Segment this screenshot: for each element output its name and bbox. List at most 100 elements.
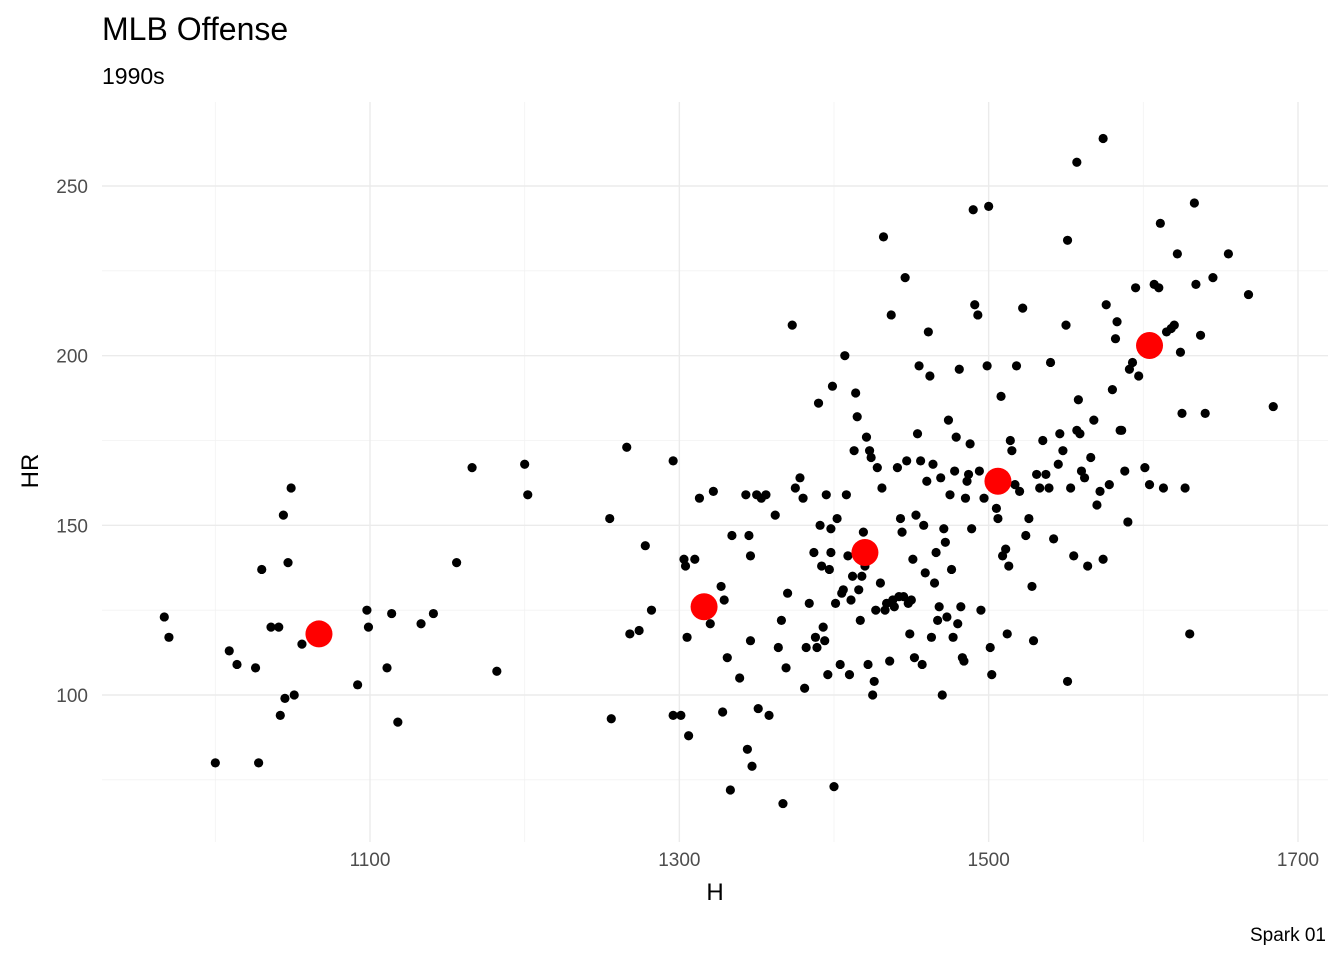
chart-title: MLB Offense (102, 11, 288, 47)
data-point (680, 561, 691, 571)
data-point (416, 619, 426, 629)
data-point (363, 622, 374, 632)
data-point (1112, 317, 1122, 327)
data-point (809, 547, 819, 558)
data-point (722, 653, 732, 663)
data-point (761, 490, 771, 500)
data-point (684, 731, 694, 741)
data-point (996, 391, 1006, 401)
data-point (900, 273, 910, 283)
data-point (778, 798, 788, 809)
data-point (892, 463, 903, 473)
data-point (984, 201, 994, 211)
data-point (275, 710, 285, 720)
data-point (954, 364, 964, 374)
data-point (987, 670, 997, 680)
data-point (829, 782, 839, 792)
data-point (1110, 334, 1121, 344)
data-point (959, 656, 969, 666)
data-point (747, 761, 757, 771)
data-point (945, 490, 955, 500)
data-point (858, 527, 868, 537)
data-point (902, 456, 912, 466)
data-point (776, 615, 787, 625)
data-point (795, 473, 805, 483)
data-point (1083, 561, 1093, 571)
data-point (970, 300, 980, 310)
data-point (1049, 534, 1059, 544)
data-point (925, 371, 935, 381)
data-point (1104, 480, 1114, 490)
centroid-point (305, 620, 333, 648)
data-point (467, 463, 477, 473)
data-point (1086, 452, 1096, 463)
data-point (745, 636, 756, 646)
x-tick-label: 1300 (658, 850, 700, 871)
data-point (716, 581, 726, 592)
data-point (1002, 629, 1012, 639)
data-point (852, 412, 862, 422)
data-point (926, 632, 937, 642)
data-point (1075, 429, 1085, 439)
data-point (939, 524, 949, 534)
y-tick-label: 150 (56, 516, 88, 537)
data-point (855, 615, 865, 625)
data-point (798, 493, 808, 503)
data-point (1195, 330, 1206, 340)
data-point (254, 758, 264, 768)
data-point (843, 551, 853, 561)
data-point (676, 710, 686, 720)
data-point (1098, 554, 1108, 564)
data-point (826, 524, 836, 534)
data-point (250, 663, 261, 673)
data-point (951, 432, 961, 442)
data-point (606, 714, 616, 724)
data-point (868, 690, 878, 700)
data-point (929, 578, 940, 588)
data-point (718, 707, 728, 717)
data-point (897, 527, 907, 537)
data-point (840, 351, 850, 361)
data-point (1140, 463, 1150, 473)
data-point (895, 513, 906, 524)
y-tick-label: 200 (56, 347, 88, 368)
data-point (973, 310, 983, 320)
data-point (948, 632, 958, 642)
data-point (1223, 249, 1233, 259)
data-point (646, 605, 657, 615)
data-point (1191, 279, 1201, 290)
data-point (164, 632, 174, 642)
data-point (1158, 483, 1169, 493)
data-point (857, 571, 867, 581)
data-point (985, 642, 995, 653)
data-point (965, 439, 975, 449)
data-point (849, 446, 859, 456)
data-point (1131, 283, 1141, 293)
data-point (523, 490, 533, 500)
x-tick-label: 1700 (1277, 850, 1319, 871)
y-axis-title: HR (17, 454, 44, 489)
data-point (1189, 198, 1199, 208)
data-point (625, 629, 635, 639)
data-point (885, 656, 895, 666)
data-point (492, 666, 502, 676)
data-point (914, 361, 924, 371)
data-point (1095, 486, 1105, 496)
data-point (1098, 133, 1108, 144)
data-point (950, 466, 960, 476)
data-points (159, 133, 1278, 809)
chart-caption: Spark 01 (1250, 925, 1326, 946)
data-point (933, 615, 943, 625)
data-point (823, 670, 833, 680)
data-point (804, 598, 814, 608)
data-point (812, 642, 822, 653)
data-point (1185, 629, 1195, 639)
data-point (1072, 157, 1082, 167)
data-point (979, 493, 989, 503)
data-point (826, 547, 836, 558)
data-point (1062, 676, 1073, 687)
y-tick-label: 250 (56, 177, 88, 198)
data-point (1180, 483, 1190, 493)
